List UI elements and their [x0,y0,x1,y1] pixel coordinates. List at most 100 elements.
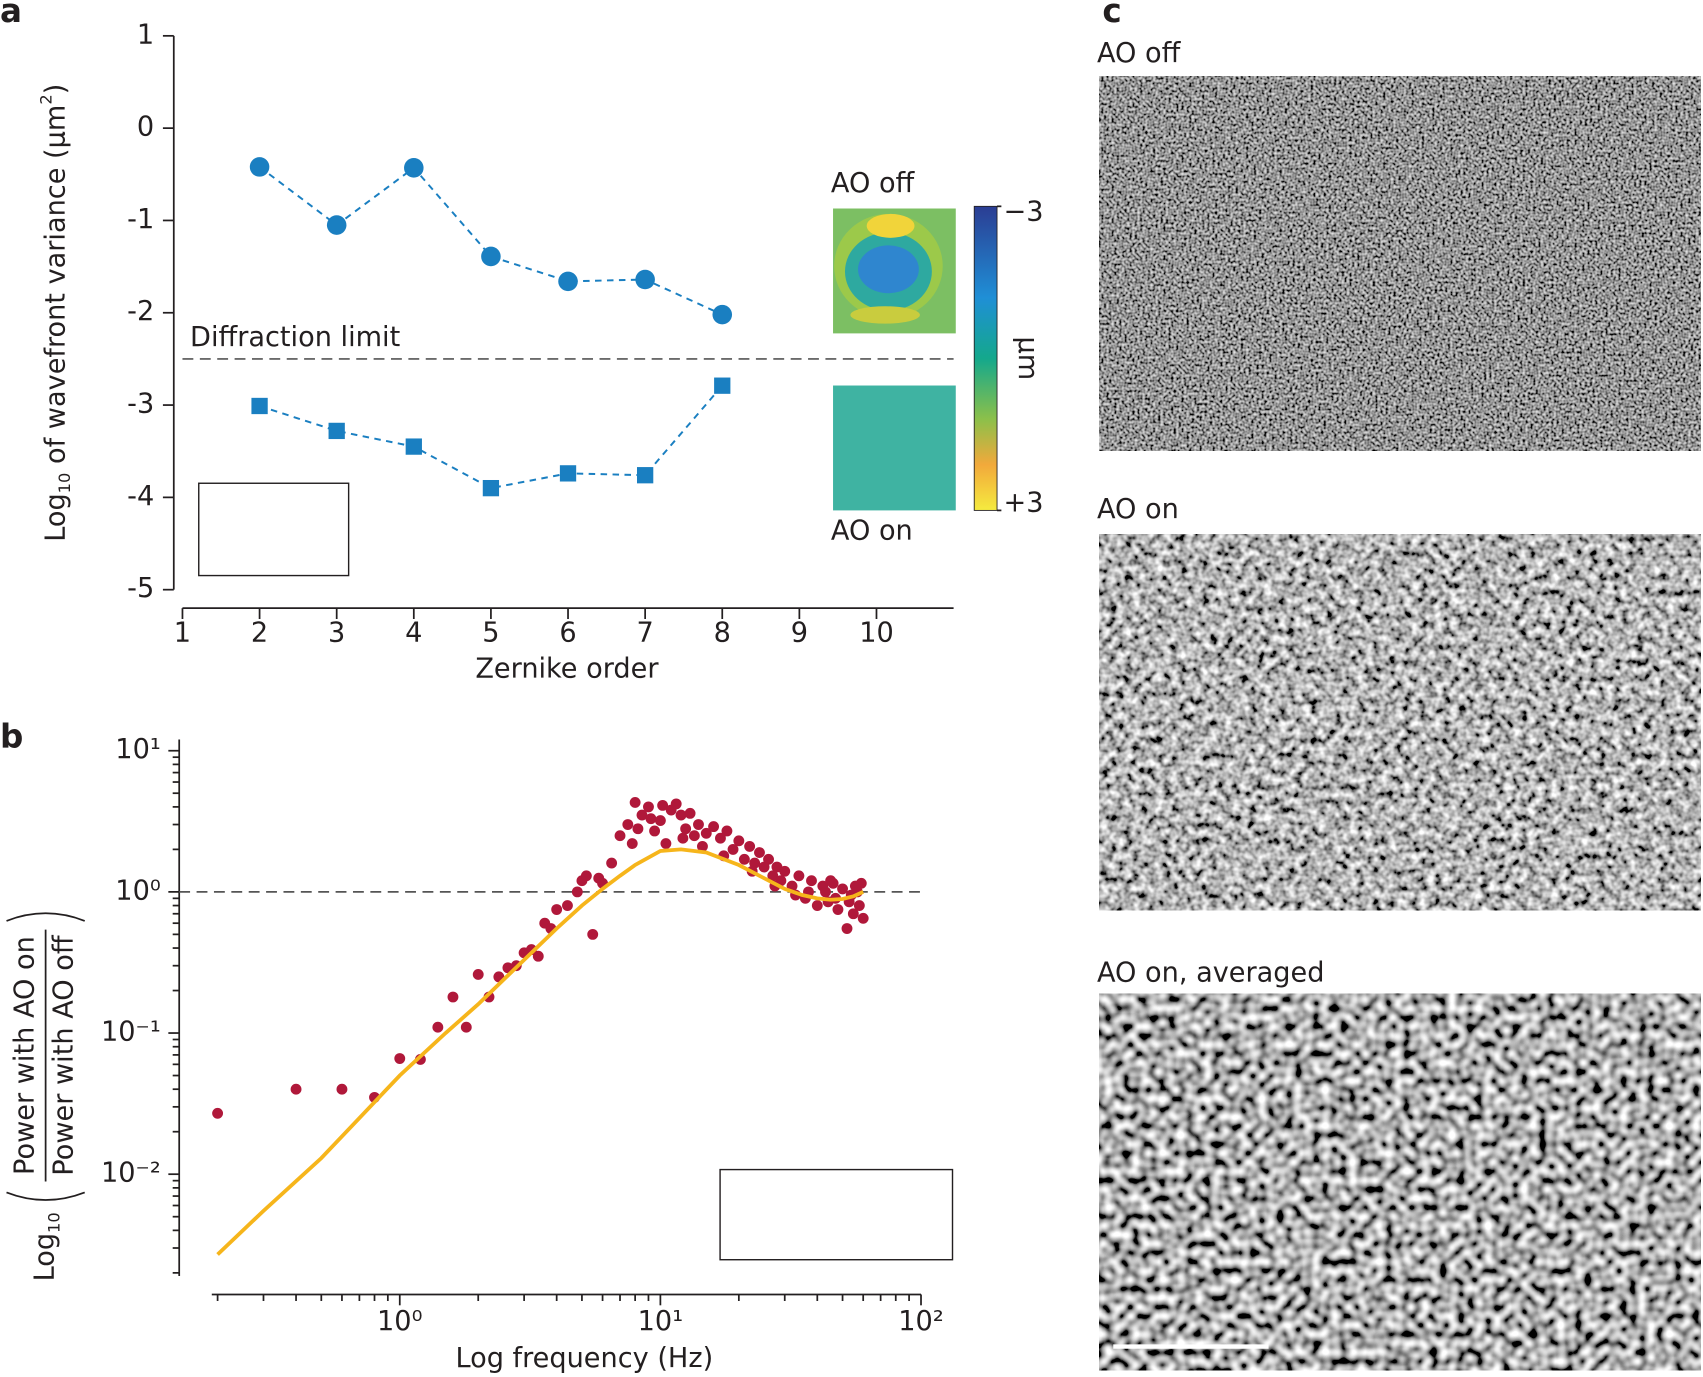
point [811,900,823,911]
x-tick-label: 8 [714,618,731,649]
marker [326,215,347,235]
y-tick-label: 10¹ [115,734,160,765]
legend-box [719,1168,954,1261]
point [654,815,666,826]
y-tick-label: -4 [127,481,154,512]
retina-image [1099,993,1701,1371]
reference-label: Diffraction limit [190,322,400,353]
point [847,908,859,920]
theory-line [216,847,864,1256]
point [700,827,712,839]
point [779,865,791,877]
point [693,819,704,830]
marker [328,422,345,440]
point [670,798,682,810]
point [645,813,657,825]
panel-label: b [0,717,23,755]
x-tick-label: 4 [405,618,422,649]
point [290,1083,302,1095]
label-part: of wavefront variance (µm [40,105,71,473]
marker [558,271,578,292]
point [626,838,638,849]
point [677,832,689,844]
point [853,900,865,911]
x-axis-label: Zernike order [475,654,659,685]
marker [714,377,731,394]
point [580,870,592,882]
image-title: AO on, averaged [1097,958,1324,989]
point [614,830,626,842]
point [394,1053,406,1064]
colorbar [973,205,998,511]
point [793,870,805,882]
x-tick-label: 1 [174,618,191,649]
point [708,821,720,833]
point [587,928,599,940]
point [855,877,867,889]
point [763,853,774,865]
point [657,799,669,811]
x-tick-label: 10² [898,1306,943,1337]
legend-box [198,482,350,577]
point [649,825,661,837]
marker [249,157,270,177]
marker [405,438,422,455]
x-tick-label: 7 [637,618,654,649]
x-tick-label: 10¹ [638,1306,683,1337]
y-tick-label: -2 [127,296,154,327]
point [571,886,583,898]
point [688,830,700,842]
marker [635,269,655,290]
point [721,825,733,837]
point [837,883,848,895]
point [715,832,726,844]
retina-image [1099,76,1701,451]
point [827,877,839,889]
marker [712,304,733,325]
point [636,809,648,821]
point [643,801,654,813]
retina-image [1099,534,1701,911]
point [806,875,817,887]
label-part: 10 [44,1212,63,1233]
point [738,853,750,865]
point [629,797,641,808]
point [632,823,644,835]
series-line [258,166,723,316]
image-title: AO on [1097,494,1179,525]
point [832,904,844,915]
point [551,904,563,915]
label-part: Log [40,493,71,541]
x-tick-label: 9 [791,618,808,649]
paren [6,1191,86,1201]
marker [559,465,577,482]
point [606,857,618,869]
colorbar-tick-label: −3 [1004,196,1044,227]
wavefront-off [833,208,956,334]
label-part: Power with AO on [10,936,41,1175]
marker [636,467,654,484]
point [857,912,869,924]
inset-label: AO on [831,516,913,547]
inset-label: AO off [831,168,916,199]
point [212,1107,224,1119]
point [622,819,634,830]
x-tick-label: 5 [482,618,499,649]
point [447,991,459,1003]
point [472,969,484,980]
point [820,886,831,898]
point [432,1021,444,1033]
label-part: Log [29,1233,60,1281]
point [336,1083,348,1095]
x-tick-label: 2 [251,618,268,649]
panel-label: a [0,0,22,30]
point [660,838,672,849]
colorbar-tick-label: +3 [1004,487,1044,518]
y-tick-label: -3 [127,389,154,420]
image-title: AO off [1097,38,1182,69]
point [532,950,544,962]
y-tick-label: 10⁻² [101,1158,161,1189]
point [841,923,853,934]
point [562,900,573,911]
